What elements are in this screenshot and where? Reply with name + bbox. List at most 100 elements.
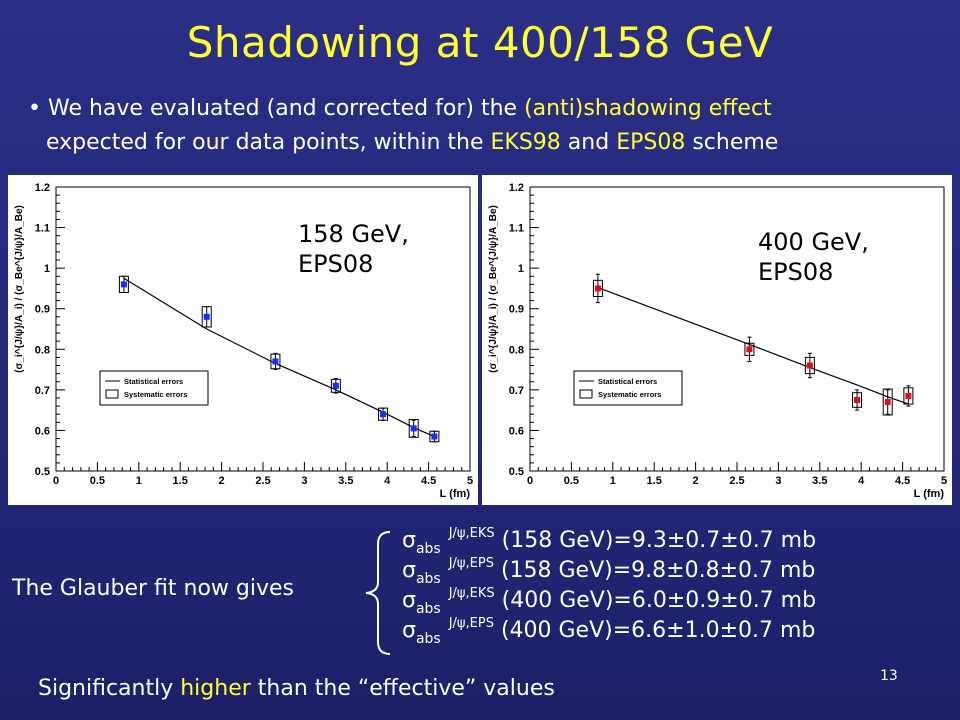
annotation-158-line-1: 158 GeV, — [298, 220, 409, 248]
conclusion-part-1: Significantly — [38, 676, 181, 701]
result-value: (158 GeV)=9.3±0.7±0.7 mb — [494, 528, 817, 553]
sigma-subscript: abs — [415, 631, 441, 647]
conclusion-text: Significantly higher than the “effective… — [38, 676, 555, 701]
bullet-part-3: and — [560, 130, 617, 155]
y-tick-label: 1.2 — [509, 182, 524, 194]
chart-annotation-400: 400 GeV, EPS08 — [758, 227, 869, 287]
data-point — [120, 281, 127, 288]
x-tick-label: 1.5 — [173, 475, 188, 487]
highlight-higher: higher — [180, 676, 251, 701]
legend-syst-box — [105, 389, 119, 399]
data-point — [594, 285, 601, 292]
sigma-superscript: J/ψ,EPS — [448, 556, 494, 571]
bullet-line-1: • We have evaluated (and corrected for) … — [28, 92, 948, 126]
sigma-subscript: abs — [415, 571, 441, 587]
sigma-subscript: abs — [415, 601, 441, 617]
chart-panel-400: 0 0.5 1 1.5 2 2.5 3 3.5 4 4.5 5 0.5 0.6 0.7 0.8 0.9 1 1.1… — [482, 175, 952, 505]
sigma-subscript: abs — [415, 541, 441, 557]
x-tick-label: 5 — [941, 475, 947, 487]
x-axis-label: L (fm) — [440, 488, 471, 500]
systematic-error-box — [408, 418, 419, 438]
y-tick-label: 1.1 — [509, 223, 524, 235]
y-tick-label: 0.8 — [509, 344, 524, 356]
bullet-marker: • — [28, 96, 41, 121]
highlight-eks98: EKS98 — [490, 130, 561, 155]
result-row-1: σabs J/ψ,EKS (158 GeV)=9.3±0.7±0.7 mb — [402, 526, 942, 557]
y-axis-label: (σ_i^{J/ψ}/A_i) / (σ_Be^{J/ψ}/A_Be) — [14, 205, 25, 373]
y-tick-label: 1.1 — [35, 223, 50, 235]
x-tick-label: 4 — [384, 475, 391, 487]
result-row-3: σabs J/ψ,EKS (400 GeV)=6.0±0.9±0.7 mb — [402, 586, 942, 617]
bullet-part-4: scheme — [685, 130, 779, 155]
x-tick-label: 4.5 — [895, 475, 910, 487]
bullet-part-1: We have evaluated (and corrected for) th… — [47, 96, 525, 121]
x-tick-label: 2.5 — [255, 475, 270, 487]
y-tick-label: 0.5 — [35, 466, 50, 478]
data-point — [380, 411, 387, 418]
y-tick-label: 1 — [518, 263, 524, 275]
x-tick-label: 4.5 — [421, 475, 436, 487]
result-value: (400 GeV)=6.0±0.9±0.7 mb — [494, 588, 817, 613]
y-tick-label: 1 — [44, 263, 50, 275]
bullet-line-2: expected for our data points, within the… — [28, 126, 948, 160]
highlight-eps08: EPS08 — [616, 130, 686, 155]
legend-frame — [99, 370, 209, 406]
chart-panel-158: 0 0.5 1 1.5 2 2.5 3 3.5 4 4.5 5 0.5 0.6 0.7 0.8 0.9 1 1.1… — [8, 175, 478, 505]
x-tick-label: 2 — [219, 475, 225, 487]
annotation-158-line-2: EPS08 — [298, 250, 374, 278]
legend-stat-label: Statistical errors — [124, 377, 183, 386]
legend-frame — [573, 370, 683, 406]
y-tick-label: 0.9 — [509, 304, 524, 316]
results-list: σabsJ/ψ,EKS (158 GeV)=9.3±0.7±0.7 mb σab… — [402, 526, 942, 647]
page-number: 13 — [880, 668, 898, 684]
result-value: (158 GeV)=9.8±0.8±0.7 mb — [493, 558, 816, 583]
data-point — [806, 362, 813, 369]
chart-158-gev: 0 0.5 1 1.5 2 2.5 3 3.5 4 4.5 50.50.60.70.80.911.1… — [14, 182, 473, 500]
curly-brace — [365, 531, 391, 655]
sigma-symbol: σ — [402, 588, 416, 613]
y-tick-label: 0.9 — [35, 304, 50, 316]
plot-frame — [529, 186, 945, 472]
slide-title: Shadowing at 400/158 GeV — [186, 18, 774, 67]
y-tick-label: 0.6 — [509, 425, 524, 437]
result-row-2: σabs J/ψ,EPS (158 GeV)=9.8±0.8±0.7 mb — [402, 556, 942, 587]
x-tick-label: 3 — [775, 475, 781, 487]
x-tick-label: 1 — [136, 475, 142, 487]
bullet-part-2: expected for our data points, within the — [46, 130, 491, 155]
annotation-400-line-1: 400 GeV, — [758, 228, 869, 256]
x-tick-label: 0.5 — [90, 475, 105, 487]
x-tick-label: 1 — [610, 475, 616, 487]
systematic-error-box — [882, 388, 893, 416]
legend-syst-label: Systematic errors — [598, 390, 661, 399]
annotation-400-line-2: EPS08 — [758, 258, 834, 286]
x-tick-label: 2 — [693, 475, 699, 487]
data-point — [332, 382, 339, 389]
x-tick-label: 0 — [53, 475, 59, 487]
sigma-superscript: J/ψ,EPS — [448, 616, 494, 631]
legend: Statistical errors Systematic errors — [573, 370, 683, 406]
result-value: (400 GeV)=6.6±1.0±0.7 mb — [493, 618, 816, 643]
x-tick-label: 4 — [858, 475, 865, 487]
x-axis-label: L (fm) — [914, 488, 945, 500]
data-point — [854, 397, 861, 403]
bullet-text: • We have evaluated (and corrected for) … — [28, 92, 948, 160]
x-tick-label: 0.5 — [564, 475, 579, 487]
x-tick-label: 3.5 — [812, 475, 827, 487]
sigma-symbol: σ — [402, 558, 416, 583]
data-point — [203, 313, 210, 320]
chart-annotation-158: 158 GeV, EPS08 — [298, 219, 409, 279]
y-tick-label: 0.8 — [35, 344, 50, 356]
data-point — [431, 433, 438, 440]
glauber-fit-label: The Glauber fit now gives — [12, 576, 294, 601]
conclusion-part-2: than the “effective” values — [250, 676, 555, 701]
sigma-symbol: σ — [402, 528, 416, 553]
legend-syst-label: Systematic errors — [124, 390, 187, 399]
x-tick-label: 0 — [527, 475, 533, 487]
y-tick-label: 0.7 — [509, 385, 524, 397]
x-tick-label: 5 — [467, 475, 473, 487]
chart-400-gev: 0 0.5 1 1.5 2 2.5 3 3.5 4 4.5 50.50.60.70.80.911.1… — [488, 182, 947, 500]
y-axis-label: (σ_i^{J/ψ}/A_i) / (σ_Be^{J/ψ}/A_Be) — [488, 205, 499, 373]
y-tick-label: 0.7 — [35, 385, 50, 397]
sigma-superscript: J/ψ,EKS — [448, 586, 495, 601]
result-row-4: σabs J/ψ,EPS (400 GeV)=6.6±1.0±0.7 mb — [402, 616, 942, 647]
